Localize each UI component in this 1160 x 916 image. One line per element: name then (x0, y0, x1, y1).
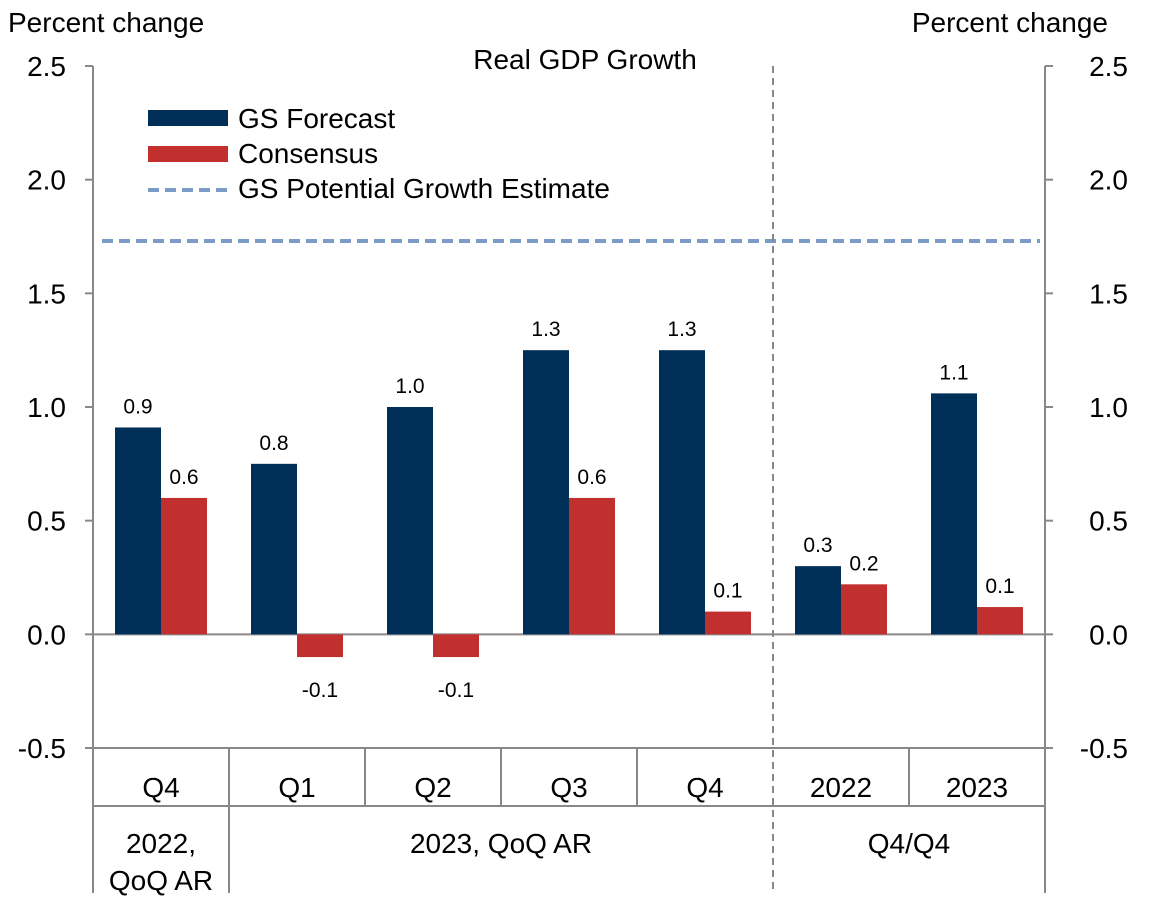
category-label: 2023 (946, 772, 1008, 803)
data-label-gs-forecast: 1.1 (939, 361, 968, 384)
bar-gs-forecast (795, 566, 841, 635)
group-label: 2023, QoQ AR (410, 828, 592, 859)
category-label: Q3 (550, 772, 587, 803)
data-label-consensus: 0.1 (713, 580, 742, 603)
left-tick-label: 0.5 (27, 506, 66, 537)
data-label-consensus: -0.1 (438, 679, 474, 702)
legend: GS Forecast Consensus GS Potential Growt… (148, 103, 610, 204)
data-label-gs-forecast: 0.9 (123, 395, 152, 418)
legend-label-consensus: Consensus (238, 138, 378, 169)
legend-swatch-consensus (148, 146, 228, 162)
legend-label-gs-forecast: GS Forecast (238, 103, 395, 134)
bar-consensus (977, 607, 1023, 635)
bar-gs-forecast (523, 350, 569, 635)
bar-gs-forecast (931, 393, 977, 635)
left-tick-label: 2.5 (27, 51, 66, 82)
right-tick-label: 1.5 (1089, 278, 1128, 309)
right-tick-label: 0.5 (1089, 506, 1128, 537)
right-tick-label: 2.0 (1089, 165, 1128, 196)
bar-gs-forecast (251, 463, 297, 635)
chart-title: Real GDP Growth (473, 44, 697, 75)
right-tick-label: 1.0 (1089, 392, 1128, 423)
data-label-consensus: 0.6 (577, 466, 606, 489)
category-label: Q4 (686, 772, 723, 803)
left-tick-label: 0.0 (27, 619, 66, 650)
legend-label-potential-growth: GS Potential Growth Estimate (238, 173, 610, 204)
group-label: Q4/Q4 (868, 828, 950, 859)
category-label: Q4 (142, 772, 179, 803)
data-label-gs-forecast: 1.3 (667, 318, 696, 341)
right-axis-title: Percent change (912, 7, 1108, 38)
group-label: QoQ AR (109, 865, 213, 896)
right-tick-label: 2.5 (1089, 51, 1128, 82)
bar-gs-forecast (387, 407, 433, 635)
data-label-consensus: 0.6 (169, 466, 198, 489)
left-axis-title: Percent change (8, 7, 204, 38)
left-tick-label: 1.5 (27, 278, 66, 309)
category-label: 2022 (810, 772, 872, 803)
right-tick-label: 0.0 (1089, 619, 1128, 650)
right-tick-label: -0.5 (1080, 733, 1128, 764)
legend-swatch-gs-forecast (148, 110, 228, 126)
category-label: Q1 (278, 772, 315, 803)
bar-consensus (161, 497, 207, 635)
bar-consensus (569, 497, 615, 635)
bar-consensus (841, 584, 887, 635)
bar-consensus (433, 634, 479, 658)
data-label-consensus: -0.1 (302, 679, 338, 702)
data-label-gs-forecast: 0.8 (259, 432, 288, 455)
bar-gs-forecast (115, 427, 161, 635)
left-tick-label: 2.0 (27, 165, 66, 196)
group-label: 2022, (126, 828, 196, 859)
category-label: Q2 (414, 772, 451, 803)
data-label-gs-forecast: 1.0 (395, 375, 424, 398)
bar-consensus (297, 634, 343, 658)
data-label-consensus: 0.2 (849, 552, 878, 575)
data-label-gs-forecast: 1.3 (531, 318, 560, 341)
bar-gs-forecast (659, 350, 705, 635)
left-tick-label: 1.0 (27, 392, 66, 423)
left-tick-label: -0.5 (18, 733, 66, 764)
bar-consensus (705, 611, 751, 635)
data-label-consensus: 0.1 (985, 575, 1014, 598)
data-label-gs-forecast: 0.3 (803, 534, 832, 557)
